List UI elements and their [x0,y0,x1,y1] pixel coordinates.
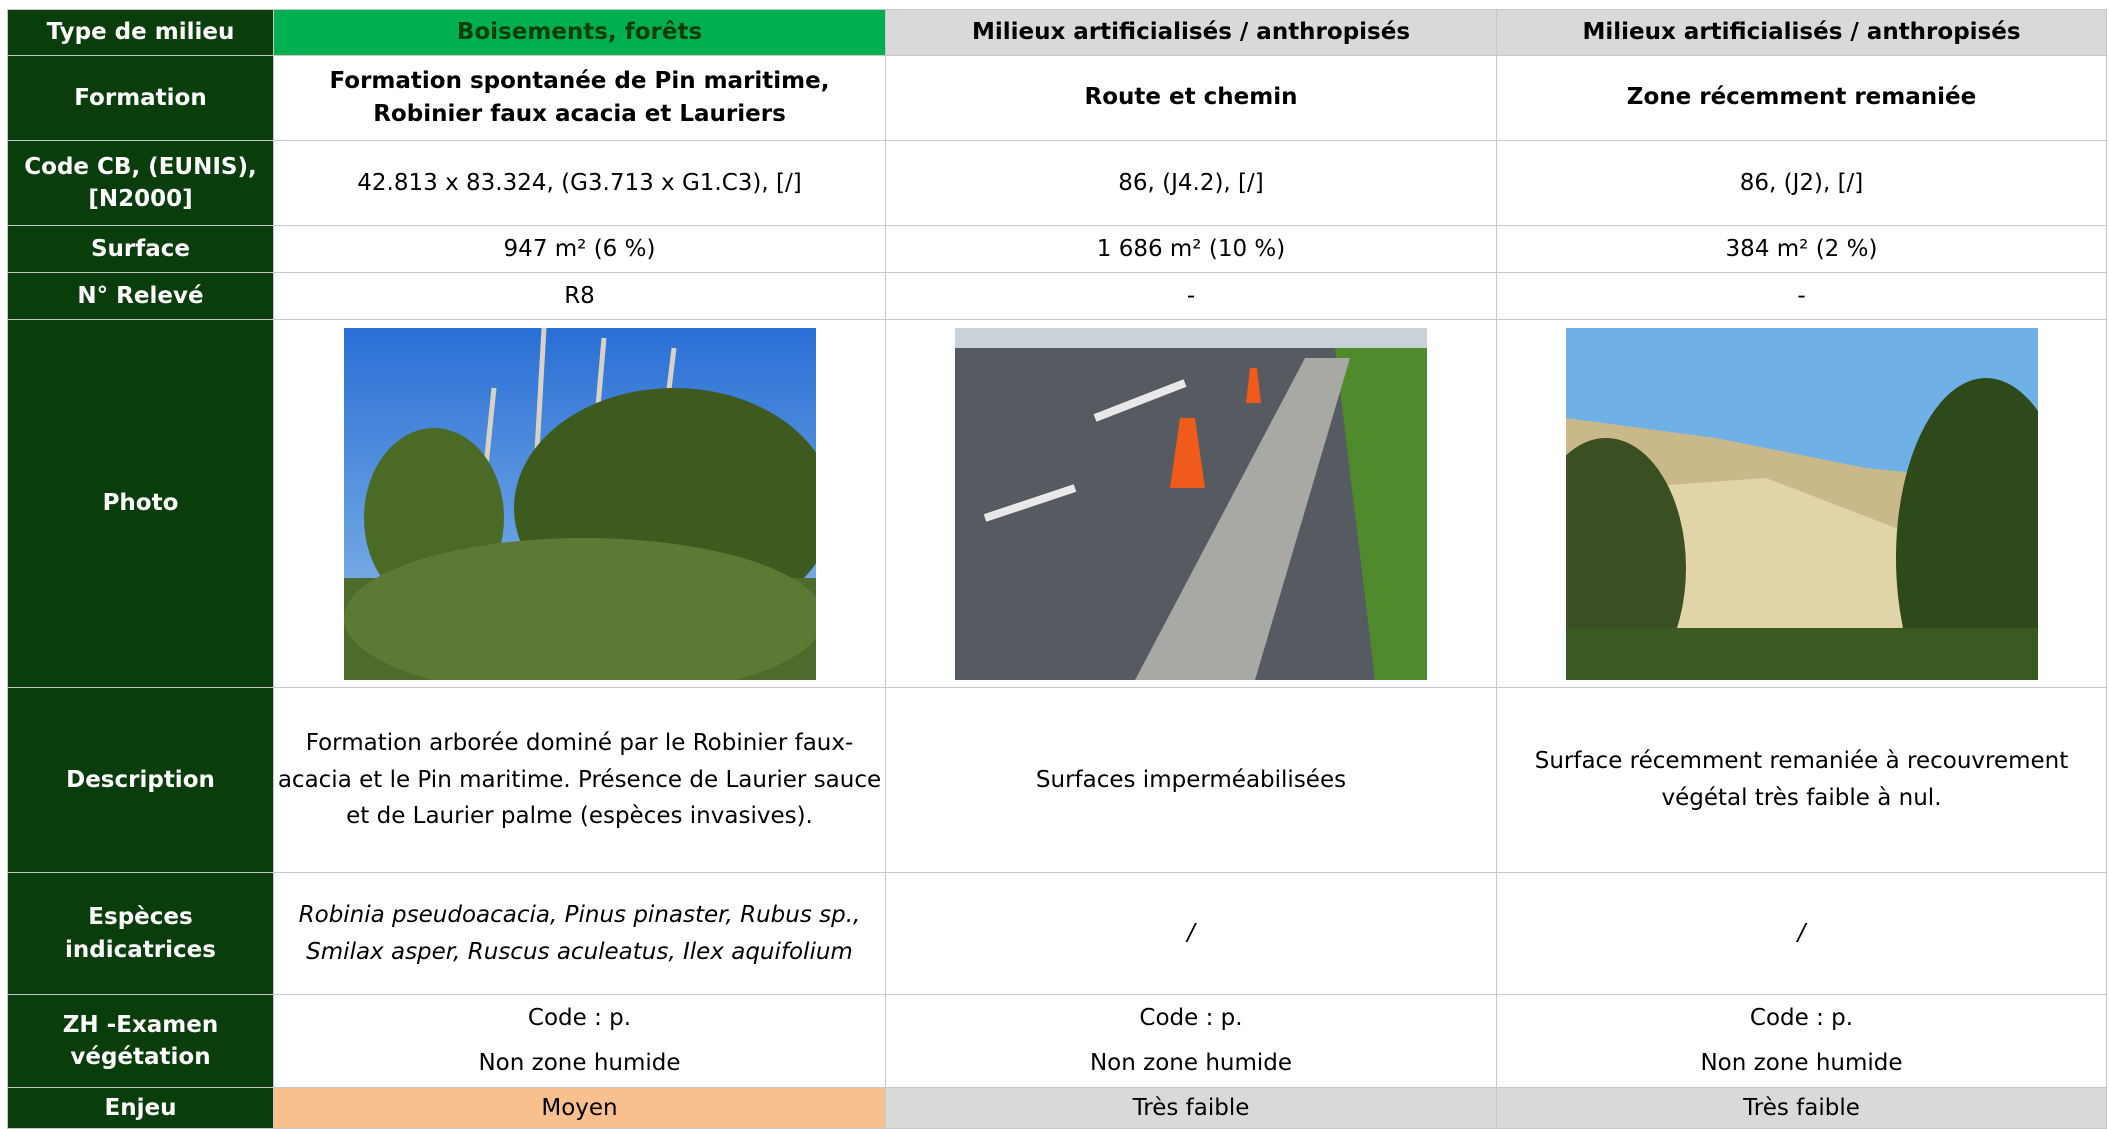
cell: Milieux artificialisés / anthropisés [1496,9,2107,56]
row-label: Surface [7,225,274,273]
cell: Formation spontanée de Pin maritime, Rob… [273,55,886,141]
cell: Surfaces imperméabilisées [885,687,1497,873]
cell-line: Code : p. [527,1005,632,1031]
cell: Formation arborée dominé par le Robinier… [273,687,886,873]
row-label: ZH -Examen végétation [7,994,274,1088]
cell: R8 [273,272,886,320]
habitat-table: Type de milieu Boisements, forêts Milieux … [7,9,2107,1129]
cell-line: Code : p. [1749,1005,1854,1031]
cell: - [885,272,1497,320]
cell: Très faible [885,1087,1497,1129]
row-label: Formation [7,55,274,141]
table-row: Code CB, (EUNIS), [N2000] 42.813 x 83.324… [7,140,2107,226]
cell-line: Non zone humide [1089,1050,1293,1076]
row-label: Type de milieu [7,9,274,56]
photo [1565,327,2038,680]
row-label: Enjeu [7,1087,274,1129]
row-label: Espèces indicatrices [7,872,274,995]
cell: 86, (J4.2), [/] [885,140,1497,226]
photo [955,327,1427,680]
photo-cell [885,319,1497,688]
cell: 1 686 m² (10 %) [885,225,1497,273]
cell: Boisements, forêts [273,9,886,56]
cell: Très faible [1496,1087,2107,1129]
cell: Zone récemment remaniée [1496,55,2107,141]
table-row: Description Formation arborée dominé par … [7,687,2107,873]
photo-cell [273,319,886,688]
table-row: Type de milieu Boisements, forêts Milieux … [7,9,2107,56]
row-label: Description [7,687,274,873]
cell: Surface récemment remaniée à recouvremen… [1496,687,2107,873]
cell: Moyen [273,1087,886,1129]
cell-line: Non zone humide [1700,1050,1903,1076]
cell-line: Non zone humide [478,1050,681,1076]
row-label: N° Relevé [7,272,274,320]
table-row: N° Relevé R8- - [7,272,2107,320]
table-row: Enjeu Moyen Très faible Très faible [7,1087,2107,1129]
cell: Milieux artificialisés / anthropisés [885,9,1497,56]
cell: 384 m² (2 %) [1496,225,2107,273]
cell: Code : p. Non zone humide [885,994,1497,1088]
row-label: Photo [7,319,274,688]
photo [343,327,816,680]
row-label: Code CB, (EUNIS), [N2000] [7,140,274,226]
cell: / [885,872,1497,995]
table-row: Surface 947 m² (6 %) 1 686 m² (10 %) 384 m²… [7,225,2107,273]
table-row: Espèces indicatrices Robinia pseudoacacia… [7,872,2107,995]
cell: Robinia pseudoacacia, Pinus pinaster, Ru… [273,872,886,995]
cell: 86, (J2), [/] [1496,140,2107,226]
cell: - [1496,272,2107,320]
table-row: Formation Formation spontanée de Pin mari… [7,55,2107,141]
cell: Code : p. Non zone humide [1496,994,2107,1088]
cell: Code : p. Non zone humide [273,994,886,1088]
cell-line: Code : p. [1139,1005,1243,1031]
cell: / [1496,872,2107,995]
cell: 947 m² (6 %) [273,225,886,273]
table-row: Photo [7,319,2107,688]
table-body: Type de milieu Boisements, forêts Milieux … [7,9,2107,1129]
cell: 42.813 x 83.324, (G3.713 x G1.C3), [/] [273,140,886,226]
photo-cell [1496,319,2107,688]
cell: Route et chemin [885,55,1497,141]
table-row: ZH -Examen végétation Code : p. Non zone h… [7,994,2107,1088]
